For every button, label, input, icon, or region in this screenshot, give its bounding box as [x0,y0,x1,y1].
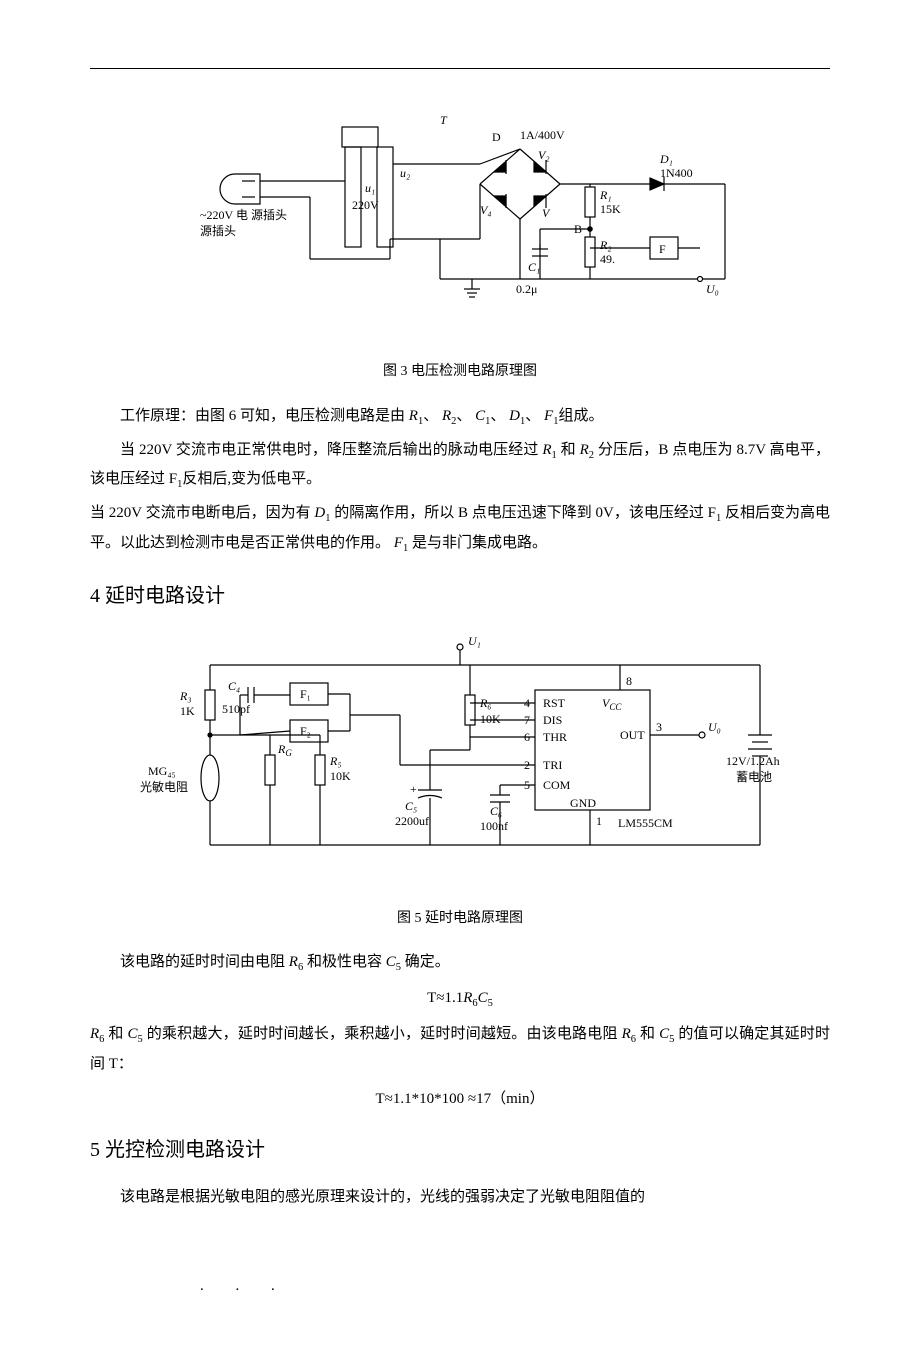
para4: 该电路的延时时间由电阻 R6 和极性电容 C5 确定。 [90,948,830,978]
f5-F2: F₂ [300,724,311,738]
fig3-plug-line1: ~220V 电 源插头 [200,208,287,222]
svg-text:THR: THR [543,730,567,744]
p1-F1: F [544,408,553,424]
svg-text:7: 7 [524,713,530,727]
fig3-R1: R₁ [599,188,612,202]
p1-R2: R [442,408,451,424]
svg-text:6: 6 [524,730,530,744]
fig3-plug-line2: 源插头 [200,224,236,238]
f5-R6v: 10K [480,712,501,726]
svg-text:COM: COM [543,778,571,792]
svg-text:RST: RST [543,696,566,710]
svg-text:GND: GND [570,796,596,810]
f5-F1: F₁ [300,687,311,701]
fig3-V2: V₂ [538,148,550,162]
svg-text:4: 4 [524,696,530,710]
p1-R1: R [409,408,418,424]
fig3-F: F [659,242,666,256]
p1-D1: D [509,408,520,424]
fig3-D1p: 1N400 [660,166,693,180]
para5: R6 和 C5 的乘积越大，延时时间越长，乘积越小，延时时间越短。由该电路电阻 … [90,1020,830,1078]
fig3-B: B [574,222,582,236]
fig3-V: V [542,206,551,220]
svg-text:LM555CM: LM555CM [618,816,673,830]
f5-MG45b: 光敏电阻 [140,779,188,794]
fig3-D: D [492,130,501,144]
svg-text:5: 5 [524,778,530,792]
f5-C6v: 100nf [480,819,508,833]
f5-RG: RG [277,742,292,758]
f5-C4v: 510pf [222,702,250,716]
fig3-R1v: 15K [600,202,621,216]
f5-R5v: 10K [330,769,351,783]
f5-bat1: 12V/1.2Ah [726,754,780,768]
fig3-V4: V₄ [480,203,492,217]
para6: 该电路是根据光敏电阻的感光原理来设计的，光线的强弱决定了光敏电阻阻值的 [90,1183,830,1212]
p1-a: 工作原理：由图 6 可知，电压检测电路是由 [120,408,409,424]
f5-C6: C₆ [490,804,502,818]
section-5-title: 5 光控检测电路设计 [90,1131,830,1169]
f5-R3: R₃ [179,689,192,703]
para1: 工作原理：由图 6 可知，电压检测电路是由 R1、 R2、 C1、 D1、 F1… [90,402,830,432]
p1-C1: C [475,408,485,424]
f5-R6: R₆ [479,696,492,710]
fig3-u1: u₁ [365,181,375,195]
fig3-C1: C₁ [528,260,540,274]
f5-R3v: 1K [180,704,195,718]
formula-1: T≈1.1R6C5 [90,984,830,1014]
f5-C5: C₅ [405,799,417,813]
svg-text:2: 2 [524,758,530,772]
f5-U1: U₁ [468,635,481,648]
f5-bat2: 蓄电池 [736,770,772,784]
top-rule [90,68,830,69]
fig3-T: T [440,113,448,127]
f5-R5: R₅ [329,754,342,768]
f5-C5v: 2200uf [395,814,429,828]
section-4-title: 4 延时电路设计 [90,577,830,615]
f5-C4: C₄ [228,679,240,693]
fig3-u2: u₂ [400,166,410,180]
f5-MG45a: MG₄₅ [148,764,176,778]
fig5-caption: 图 5 延时电路原理图 [90,906,830,933]
fig3-caption: 图 3 电压检测电路原理图 [90,359,830,386]
formula-2: T≈1.1*10*100 ≈17（min） [90,1085,830,1114]
svg-text:VCC: VCC [602,696,622,712]
para3: 当 220V 交流市电断电后，因为有 D1 的隔离作用，所以 B 点电压迅速下降… [90,499,830,559]
figure-5: U₁ R₃ 1K C₄ 510pf F₁ F₂ MG₄₅ 光敏电阻 RG R₅ … [90,635,830,896]
svg-text:OUT: OUT [620,728,645,742]
svg-text:8: 8 [626,674,632,688]
svg-text:1: 1 [596,814,602,828]
figure-3: ~220V 电 源插头 源插头 u₁ u₂ 220V T D 1A/400V V… [90,109,830,350]
svg-text:+: + [410,782,417,796]
para2: 当 220V 交流市电正常供电时，降压整流后输出的脉动电压经过 R1 和 R2 … [90,436,830,496]
svg-text:DIS: DIS [543,713,562,727]
svg-text:TRI: TRI [543,758,562,772]
fig3-R2v: 49. [600,252,615,266]
fig3-C1v: 0.2μ [516,282,537,296]
footer-dots: . . . [200,1272,830,1301]
f5-U0: U₀ [708,720,721,734]
fig3-rating: 1A/400V [520,128,565,142]
fig3-svg: ~220V 电 源插头 源插头 u₁ u₂ 220V T D 1A/400V V… [180,109,740,339]
fig3-D1: D₁ [659,152,673,166]
svg-text:3: 3 [656,720,662,734]
fig3-220v: 220V [352,198,379,212]
fig3-R2: R₂ [599,238,612,252]
fig5-svg: U₁ R₃ 1K C₄ 510pf F₁ F₂ MG₄₅ 光敏电阻 RG R₅ … [140,635,780,885]
fig3-U0: U₀ [706,282,719,296]
